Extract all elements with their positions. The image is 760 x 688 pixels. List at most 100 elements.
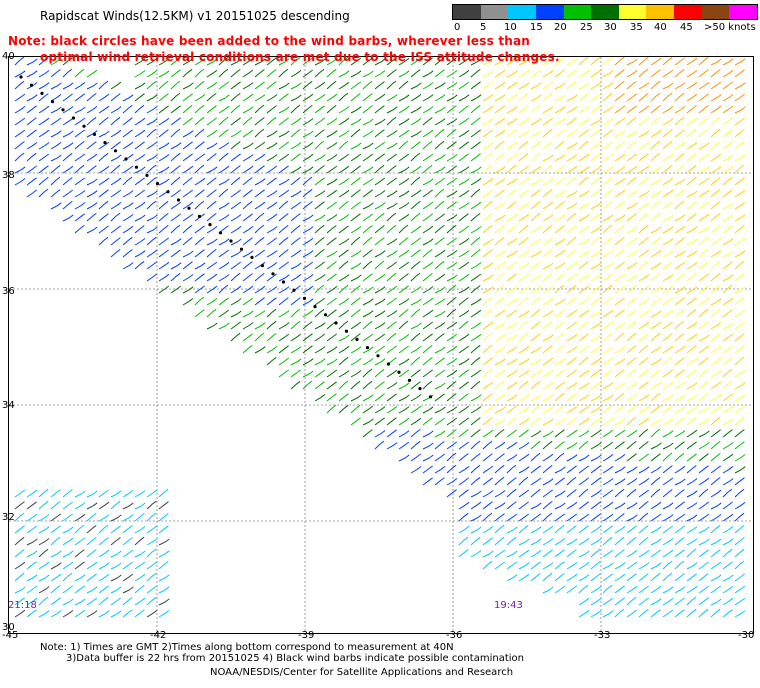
wind-barb: [350, 370, 362, 378]
wind-barb: [698, 297, 710, 306]
wind-barb: [602, 92, 613, 102]
wind-barb: [350, 153, 362, 162]
wind-barb: [218, 202, 230, 210]
wind-barb: [566, 429, 578, 438]
wind-barb: [734, 537, 745, 546]
wind-barb: [662, 525, 673, 534]
wind-barb: [62, 561, 74, 570]
wind-barb: [98, 152, 109, 162]
wind-barb: [518, 213, 530, 222]
wind-barb: [14, 489, 26, 498]
wind-barb: [710, 381, 721, 390]
wind-barb: [422, 249, 433, 258]
wind-barb: [710, 514, 722, 522]
wind-barb: [410, 249, 421, 258]
wind-barb: [734, 250, 746, 258]
wind-barb: [578, 105, 590, 114]
wind-barb: [194, 273, 205, 282]
wind-barb: [410, 332, 421, 342]
wind-barb: [86, 573, 97, 582]
wind-barb: [626, 81, 637, 90]
wind-barb: [350, 285, 361, 294]
wind-barb: [578, 274, 590, 282]
wind-barb: [698, 69, 709, 78]
wind-barb: [410, 369, 421, 378]
wind-barb: [326, 404, 337, 414]
wind-barb: [38, 586, 50, 594]
wind-barb: [314, 346, 326, 354]
wind-barb: [374, 153, 385, 162]
wind-barb: [50, 525, 61, 534]
wind-barb: [578, 550, 590, 558]
wind-barb: [566, 309, 578, 318]
wind-barb: [62, 165, 74, 174]
wind-barb: [206, 298, 218, 306]
wind-barb: [326, 189, 338, 198]
wind-barb: [194, 58, 206, 66]
wind-barb: [434, 213, 445, 222]
wind-barb: [254, 153, 266, 162]
wind-barb: [266, 346, 278, 354]
wind-barb: [374, 81, 385, 90]
wind-barb: [134, 597, 146, 606]
wind-barb: [302, 274, 314, 282]
wind-barb: [170, 80, 181, 90]
wind-barb: [446, 308, 457, 318]
wind-barb: [134, 189, 145, 198]
wind-barb: [530, 189, 541, 198]
wind-barb: [278, 82, 290, 90]
wind-barb: [314, 284, 325, 294]
wind-barb: [362, 320, 373, 330]
wind-barb: [542, 512, 553, 522]
wind-barb: [554, 549, 565, 558]
wind-barb: [38, 82, 50, 90]
wind-barb: [590, 454, 602, 462]
wind-barb: [554, 69, 565, 78]
wind-barb: [50, 562, 62, 570]
wind-barb: [302, 380, 313, 390]
wind-barb: [446, 452, 457, 462]
wind-barb: [614, 358, 626, 366]
wind-barb: [626, 262, 638, 270]
wind-barb: [242, 142, 254, 150]
wind-barb: [482, 142, 494, 150]
wind-barb: [218, 309, 230, 318]
wind-barb: [614, 405, 625, 414]
wind-barb: [674, 369, 685, 378]
wind-barb: [122, 165, 134, 174]
wind-barb: [458, 501, 470, 510]
wind-barb: [650, 297, 662, 306]
wind-barb: [722, 94, 734, 102]
wind-barb: [254, 128, 265, 138]
wind-barb: [182, 237, 193, 246]
wind-barb: [38, 165, 49, 174]
wind-barb: [482, 308, 493, 318]
wind-barb: [602, 224, 613, 234]
wind-barb: [578, 250, 590, 258]
wind-barb: [146, 226, 158, 234]
wind-barb: [446, 345, 458, 354]
wind-barb: [230, 201, 242, 210]
wind-barb: [614, 178, 626, 186]
wind-barb: [542, 57, 554, 66]
wind-barb: [734, 369, 746, 378]
wind-barb: [674, 441, 685, 450]
legend-label: 45: [680, 22, 693, 33]
wind-barb: [362, 380, 373, 390]
wind-barb: [554, 201, 565, 210]
wind-barb: [458, 381, 469, 390]
wind-barb: [158, 610, 170, 618]
wind-barb: [242, 310, 254, 318]
legend-color-swatch: [729, 5, 758, 19]
wind-barb: [722, 176, 733, 186]
wind-barb: [614, 105, 626, 114]
wind-barb: [62, 610, 74, 618]
wind-barb: [626, 202, 638, 210]
wind-barb: [26, 574, 38, 582]
map-title: Rapidscat Winds(12.5KM) v1 20151025 desc…: [40, 9, 350, 23]
wind-barb: [662, 381, 674, 390]
wind-barb: [626, 514, 638, 522]
wind-barb: [74, 513, 86, 522]
wind-barb: [578, 297, 589, 306]
wind-barb: [482, 129, 493, 138]
